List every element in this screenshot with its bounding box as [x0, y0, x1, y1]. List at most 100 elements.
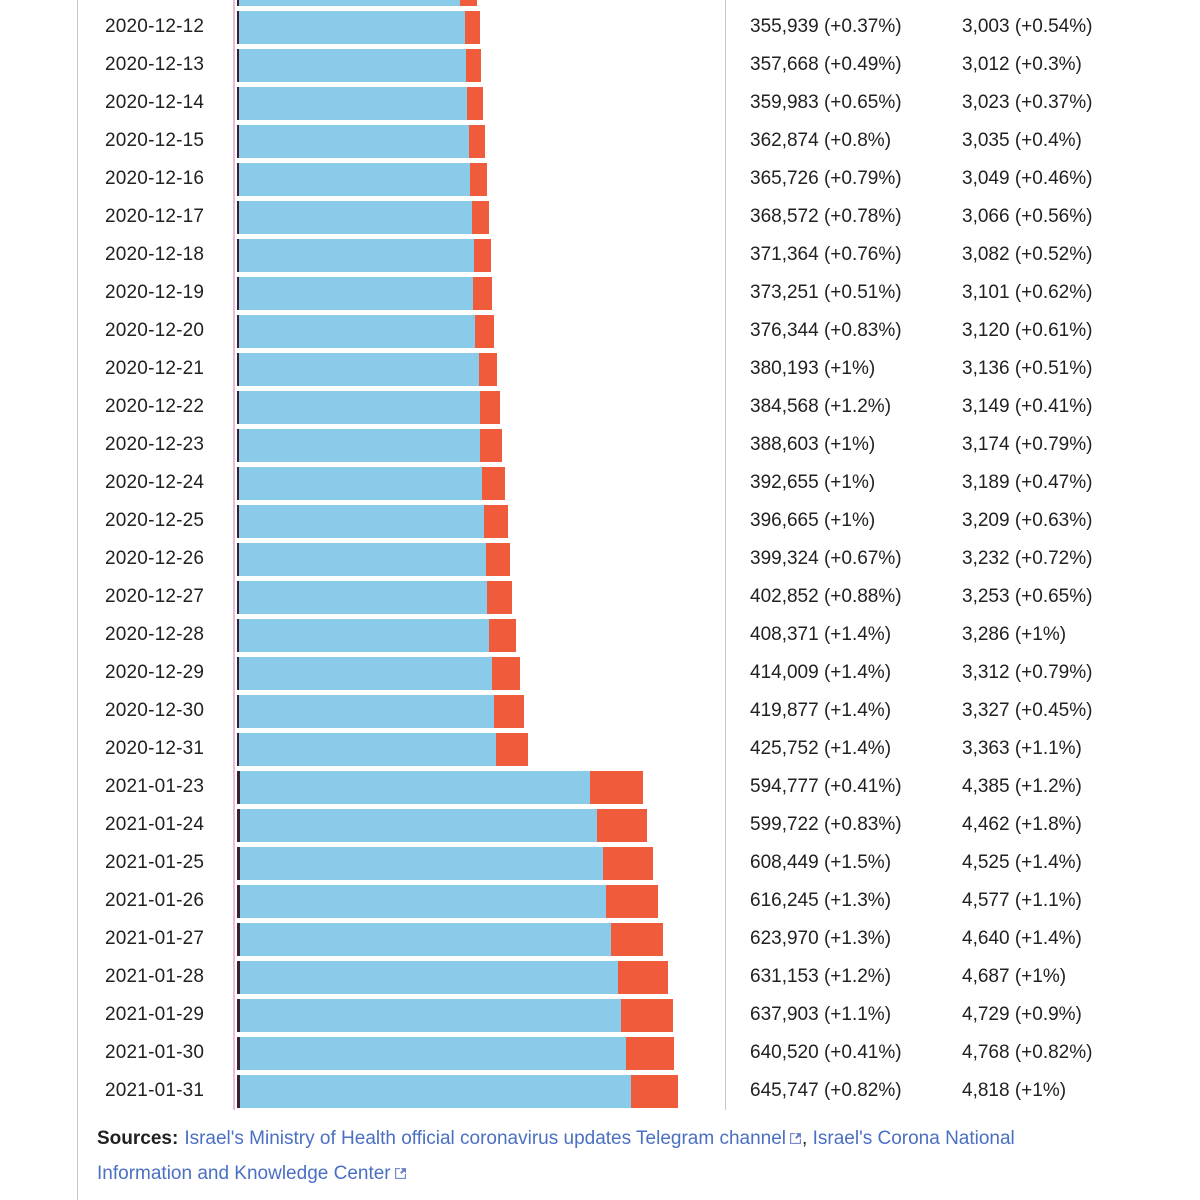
external-link-icon[interactable]: [394, 1158, 407, 1192]
row-deaths-value: 4,577 (+1.1%): [962, 890, 1082, 911]
row-bar-track: [237, 618, 725, 652]
deaths-bar-segment: [237, 0, 239, 6]
sources-note: Sources: Israel's Ministry of Health offi…: [97, 1122, 1032, 1192]
active-bar-segment: [605, 884, 658, 918]
table-row: 2020-12-19 373,251 (+0.51%) 3,101 (+0.62…: [78, 274, 1200, 312]
table-row: 2020-12-13 357,668 (+0.49%) 3,012 (+0.3%…: [78, 46, 1200, 84]
row-bar-track: [237, 428, 725, 462]
row-date: 2021-01-23: [105, 776, 205, 797]
source-link-knowledge-center[interactable]: Israel's Corona National Information and…: [97, 1128, 1015, 1184]
row-cases-value: 594,777 (+0.41%): [750, 776, 902, 797]
active-bar-segment: [493, 694, 524, 728]
external-link-icon[interactable]: [789, 1123, 802, 1157]
row-bar: [237, 124, 485, 158]
row-date: 2020-12-28: [105, 624, 205, 645]
row-date: 2020-12-15: [105, 130, 205, 151]
row-date: 2021-01-31: [105, 1080, 205, 1101]
recovered-bar-segment: [240, 846, 603, 880]
row-deaths-value: 4,385 (+1.2%): [962, 776, 1082, 797]
row-cases-value: 425,752 (+1.4%): [750, 738, 892, 759]
table-row: 2020-12-29 414,009 (+1.4%) 3,312 (+0.79%…: [78, 654, 1200, 692]
cases-chart-table: 2020-12-12 355,939 (+0.37%) 3,003 (+0.54…: [78, 0, 1200, 1110]
row-bar-track: [237, 48, 725, 82]
table-row: 2020-12-25 396,665 (+1%) 3,209 (+0.63%): [78, 502, 1200, 540]
table-row: 2021-01-29 637,903 (+1.1%) 4,729 (+0.9%): [78, 996, 1200, 1034]
row-bar-track: [237, 124, 725, 158]
row-date: 2020-12-25: [105, 510, 205, 531]
active-bar-segment: [478, 352, 497, 386]
row-date: 2020-12-24: [105, 472, 205, 493]
active-bar-segment: [472, 200, 489, 234]
table-row: 2020-12-22 384,568 (+1.2%) 3,149 (+0.41%…: [78, 388, 1200, 426]
recovered-bar-segment: [239, 0, 460, 6]
row-bar: [237, 276, 492, 310]
row-bar: [237, 1036, 675, 1070]
table-row: 2021-01-28 631,153 (+1.2%) 4,687 (+1%): [78, 958, 1200, 996]
row-bar-track: [237, 694, 725, 728]
row-bar-track: [237, 10, 725, 44]
row-deaths-value: 4,640 (+1.4%): [962, 928, 1082, 949]
source-link-telegram-channel[interactable]: Israel's Ministry of Health official cor…: [184, 1128, 802, 1149]
row-cases-value: 623,970 (+1.3%): [750, 928, 892, 949]
row-deaths-value: 3,082 (+0.52%): [962, 244, 1093, 265]
row-cases-value: 640,520 (+0.41%): [750, 1042, 902, 1063]
row-deaths-value: 3,023 (+0.37%): [962, 92, 1093, 113]
chart-axis-line: [233, 0, 235, 1110]
deaths-bar-segment: [237, 428, 240, 462]
row-cases-value: 357,668 (+0.49%): [750, 54, 902, 75]
row-date: 2021-01-26: [105, 890, 205, 911]
row-date: 2020-12-13: [105, 54, 205, 75]
row-deaths-value: 3,003 (+0.54%): [962, 16, 1093, 37]
recovered-bar-segment: [240, 770, 591, 804]
active-bar-segment: [473, 238, 491, 272]
row-bar: [237, 390, 500, 424]
row-bar-track: [237, 542, 725, 576]
active-bar-segment: [469, 162, 487, 196]
row-cases-value: 396,665 (+1%): [750, 510, 876, 531]
row-bar-track: [237, 1036, 725, 1070]
active-bar-segment: [466, 48, 482, 82]
row-bar: [237, 86, 483, 120]
row-bar: [237, 884, 658, 918]
row-bar: [237, 162, 487, 196]
deaths-bar-segment: [237, 10, 240, 44]
row-date: 2020-12-19: [105, 282, 205, 303]
row-bar: [237, 998, 673, 1032]
row-bar-track: [237, 86, 725, 120]
row-bar-track: [237, 770, 725, 804]
row-cases-value: 384,568 (+1.2%): [750, 396, 892, 417]
deaths-bar-segment: [237, 618, 240, 652]
table-row: 2020-12-23 388,603 (+1%) 3,174 (+0.79%): [78, 426, 1200, 464]
table-row: 2020-12-12 355,939 (+0.37%) 3,003 (+0.54…: [78, 8, 1200, 46]
row-deaths-value: 3,363 (+1.1%): [962, 738, 1082, 759]
row-cases-value: 645,747 (+0.82%): [750, 1080, 902, 1101]
recovered-bar-segment: [240, 808, 597, 842]
row-cases-value: 599,722 (+0.83%): [750, 814, 902, 835]
active-bar-segment: [491, 656, 520, 690]
row-date: 2020-12-22: [105, 396, 205, 417]
recovered-bar-segment: [239, 10, 466, 44]
row-date: 2020-12-18: [105, 244, 205, 265]
row-bar-track: [237, 162, 725, 196]
row-date: 2021-01-30: [105, 1042, 205, 1063]
row-bar-track: [237, 808, 725, 842]
row-date: 2020-12-16: [105, 168, 205, 189]
row-date: 2021-01-28: [105, 966, 205, 987]
deaths-bar-segment: [237, 352, 240, 386]
row-bar-track: [237, 314, 725, 348]
active-bar-segment: [602, 846, 653, 880]
recovered-bar-segment: [240, 922, 612, 956]
row-deaths-value: 3,101 (+0.62%): [962, 282, 1093, 303]
row-bar-track: [237, 390, 725, 424]
table-row: 2021-01-26 616,245 (+1.3%) 4,577 (+1.1%): [78, 882, 1200, 920]
table-row: 2020-12-26 399,324 (+0.67%) 3,232 (+0.72…: [78, 540, 1200, 578]
row-bar: [237, 314, 494, 348]
row-bar-track: [237, 922, 725, 956]
table-row: 2021-01-24 599,722 (+0.83%) 4,462 (+1.8%…: [78, 806, 1200, 844]
table-row: 2020-12-18 371,364 (+0.76%) 3,082 (+0.52…: [78, 236, 1200, 274]
deaths-bar-segment: [237, 694, 240, 728]
clipped-top-row: [78, 0, 1200, 8]
deaths-bar-segment: [237, 580, 240, 614]
recovered-bar-segment: [239, 390, 480, 424]
